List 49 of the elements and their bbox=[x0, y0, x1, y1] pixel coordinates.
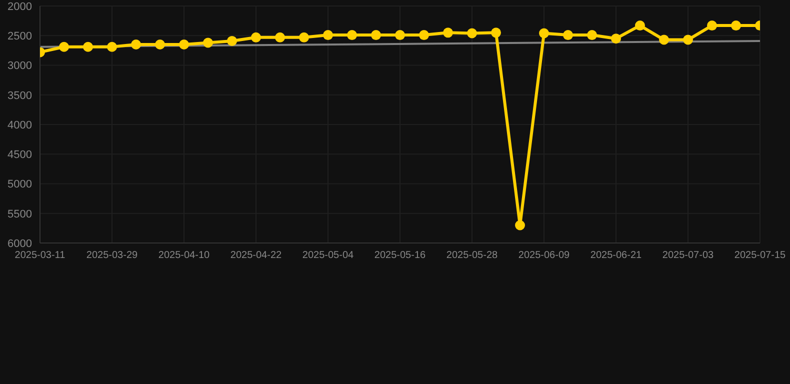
x-tick-label: 2025-06-09 bbox=[518, 250, 570, 262]
point bbox=[467, 28, 477, 38]
y-tick-label: 4000 bbox=[8, 119, 32, 132]
x-tick-label: 2025-07-15 bbox=[734, 250, 786, 262]
y-tick-label: 6000 bbox=[8, 238, 32, 250]
point bbox=[299, 32, 309, 42]
point bbox=[83, 42, 93, 52]
point bbox=[587, 30, 597, 40]
point bbox=[371, 30, 381, 40]
point bbox=[275, 32, 285, 42]
x-tick-label: 2025-05-28 bbox=[446, 250, 498, 262]
point bbox=[707, 20, 717, 31]
point bbox=[227, 36, 237, 46]
point bbox=[347, 30, 357, 40]
point bbox=[107, 42, 117, 52]
x-tick-label: 2025-05-16 bbox=[374, 250, 426, 262]
x-tick-label: 2025-03-29 bbox=[86, 250, 138, 262]
point bbox=[179, 40, 189, 50]
point bbox=[323, 30, 333, 40]
point bbox=[395, 30, 405, 40]
x-tick-label: 2025-07-03 bbox=[662, 250, 714, 262]
point bbox=[419, 30, 429, 40]
point bbox=[683, 34, 693, 45]
point bbox=[563, 30, 573, 40]
x-tick-label: 2025-03-11 bbox=[14, 250, 66, 262]
y-tick-label: 2000 bbox=[8, 0, 32, 13]
x-tick-label: 2025-06-21 bbox=[590, 250, 642, 262]
x-tick-label: 2025-04-10 bbox=[158, 250, 210, 262]
point bbox=[635, 20, 645, 31]
x-tick-label: 2025-05-04 bbox=[302, 250, 354, 262]
point bbox=[155, 40, 165, 50]
y-tick-label: 5000 bbox=[8, 178, 32, 191]
x-tick-label: 2025-04-22 bbox=[230, 250, 282, 262]
y-tick-label: 2500 bbox=[8, 30, 32, 43]
point bbox=[539, 28, 549, 38]
point bbox=[659, 34, 669, 45]
point bbox=[251, 32, 261, 42]
y-tick-label: 3000 bbox=[8, 60, 32, 72]
point bbox=[59, 42, 69, 52]
point bbox=[515, 220, 525, 230]
y-tick-label: 3500 bbox=[8, 90, 32, 102]
y-tick-label: 5500 bbox=[8, 208, 32, 220]
y-tick-label: 4500 bbox=[8, 149, 32, 162]
point bbox=[443, 28, 453, 38]
point bbox=[203, 38, 213, 48]
point bbox=[611, 34, 621, 44]
point bbox=[731, 20, 741, 31]
point bbox=[131, 40, 141, 50]
point bbox=[491, 28, 501, 38]
